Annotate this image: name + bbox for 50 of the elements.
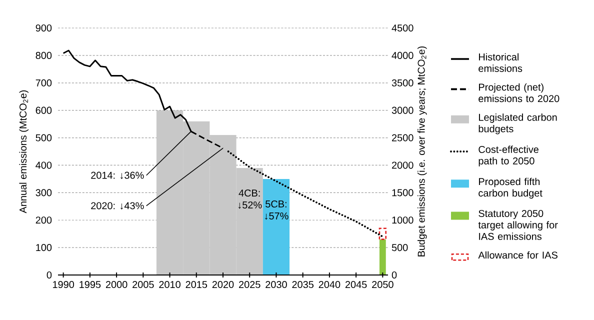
x-tick-label: 2045 <box>345 281 367 288</box>
y-tick-label: 500 <box>36 134 52 142</box>
y-tick-label: 400 <box>36 162 52 169</box>
annotation: 2014: ↓36% <box>91 172 144 180</box>
y-tick-label: 600 <box>36 106 52 114</box>
y-tick-label: 900 <box>36 24 52 32</box>
y2-tick-label: 2000 <box>392 162 414 169</box>
legend-label: Cost-effective path to 2050 <box>478 146 538 166</box>
y2-tick-label: 1000 <box>392 216 414 224</box>
y2-tick-label: 4000 <box>392 52 414 59</box>
y2-tick-label: 2500 <box>392 134 414 142</box>
x-tick-label: 1990 <box>53 281 74 288</box>
x-tick-label: 2015 <box>186 281 208 288</box>
legend-label: Statutory 2050 target allowing for IAS emissions <box>478 210 558 240</box>
x-tick-label: 2005 <box>132 281 154 288</box>
y2-tick-label: 3000 <box>392 106 414 114</box>
y-tick-label: 200 <box>36 216 52 224</box>
legend-label: Legislated carbon budgets <box>478 114 557 134</box>
y2-tick-label: 500 <box>392 244 408 252</box>
x-tick-label: 2030 <box>266 281 287 288</box>
x-tick-label: 2035 <box>292 281 314 288</box>
x-tick-label: 1995 <box>80 281 101 288</box>
y-tick-label: 700 <box>36 79 52 86</box>
y-axis-title: Annual emissions (MtCO$_{2}$e) <box>19 90 29 214</box>
y2-axis-title: Budget emissions (i.e. over five years; MtCO$_{2}$e) <box>418 46 427 256</box>
x-tick-label: 2010 <box>159 281 180 288</box>
legend-label: Projected (net) emissions to 2020 <box>478 83 560 102</box>
x-tick-label: 2000 <box>106 281 128 288</box>
x-tick-label: 2025 <box>239 281 260 288</box>
y2-tick-label: 0 <box>392 271 397 279</box>
y2-tick-label: 3500 <box>392 79 414 86</box>
x-tick-label: 2040 <box>318 281 340 288</box>
y-tick-label: 800 <box>36 52 52 59</box>
bar <box>262 178 290 275</box>
legend-label: Historical emissions <box>478 53 522 72</box>
bar <box>378 228 387 240</box>
y2-tick-label: 1500 <box>392 189 414 196</box>
legend-label: Allowance for IAS <box>478 251 558 259</box>
bar <box>379 239 386 275</box>
annotation: 2020: ↓43% <box>91 202 144 210</box>
y-tick-label: 0 <box>46 271 52 279</box>
legend-label: Proposed fifth carbon budget <box>478 178 542 199</box>
line-series <box>227 150 384 238</box>
annotation: 4CB: ↓52% <box>238 189 262 209</box>
x-tick-label: 2050 <box>372 281 394 288</box>
y-tick-label: 100 <box>36 244 52 252</box>
y-tick-label: 300 <box>36 189 52 196</box>
y2-tick-label: 4500 <box>392 24 414 32</box>
x-tick-label: 2020 <box>212 281 234 288</box>
annotation: 5CB: ↓57% <box>265 200 288 220</box>
